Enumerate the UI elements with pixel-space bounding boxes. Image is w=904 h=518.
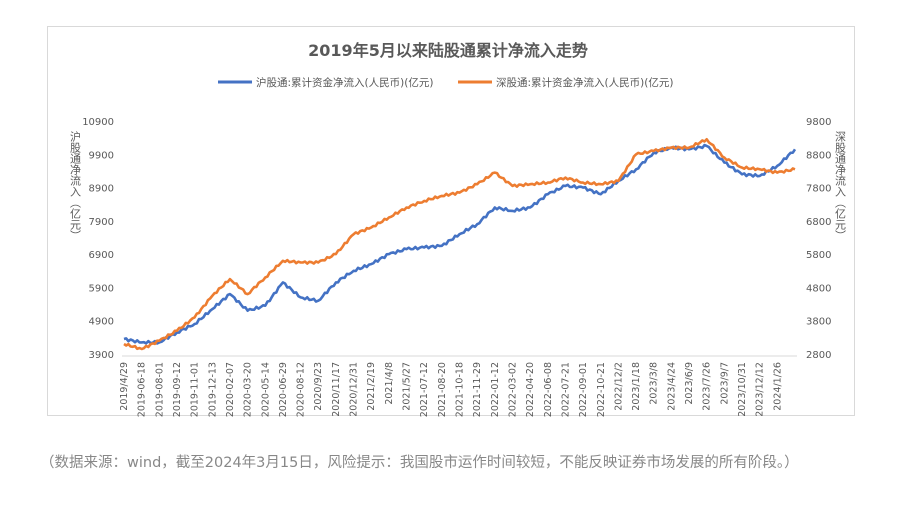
right-tick-label: 2800 [806, 350, 831, 361]
x-tick-label: 2020-02-07 [225, 362, 236, 417]
left-tick-label: 6900 [89, 250, 114, 261]
right-tick-label: 8800 [806, 150, 831, 161]
x-tick-label: 2022-10-21 [596, 362, 607, 417]
x-tick-label: 2021/5/27 [402, 362, 413, 411]
x-tick-label: 2020-05-14 [260, 362, 271, 417]
x-tick-label: 2023/6/9 [684, 362, 695, 405]
x-tick-label: 2023/9/7 [719, 362, 730, 405]
x-tick-label: 2021/4/8 [384, 362, 395, 405]
x-tick-label: 2023/1/18 [631, 362, 642, 411]
x-tick-label: 2019-12-13 [207, 362, 218, 417]
series-sz [123, 138, 796, 351]
x-tick-label: 2022-09-01 [578, 362, 589, 417]
series-line-sz [123, 138, 796, 351]
x-tick-label: 2020/12/31 [349, 362, 360, 417]
footnote: （数据来源：wind，截至2024年3月15日，风险提示：我国股市运作时间较短，… [40, 455, 799, 471]
x-tick-label: 2019/4/29 [119, 362, 130, 411]
x-tick-label: 2020-03-20 [243, 362, 254, 417]
chart-title: 2019年5月以来陆股通累计净流入走势 [308, 41, 588, 60]
x-tick-label: 2021-10-18 [455, 362, 466, 417]
left-tick-label: 9900 [89, 150, 114, 161]
x-tick-label: 2021-07-12 [419, 362, 430, 417]
x-tick-label: 2022-03-02 [507, 362, 518, 417]
legend-label-sz: 深股通:累计资金净流入(人民币)(亿元) [496, 76, 673, 89]
series-sh [123, 143, 797, 345]
x-tick-label: 2021-08-20 [437, 362, 448, 417]
x-tick-label: 2022-06-08 [543, 362, 554, 417]
x-axis-ticks: 2019/4/29 2019-06-18 2019-08-01 2019-09-12 2… [119, 362, 783, 417]
right-axis-ticks: 2800 3800 4800 5800 6800 7800 8800 9800 [806, 117, 831, 361]
x-tick-label: 2024/1/26 [772, 362, 783, 411]
left-axis-ticks: 3900 4900 5900 6900 7900 8900 9900 10900 [82, 117, 114, 361]
x-tick-label: 2021-11-29 [472, 362, 483, 417]
right-tick-label: 3800 [806, 317, 831, 328]
x-tick-label: 2021/2/19 [366, 362, 377, 411]
x-tick-label: 2020-06-29 [278, 362, 289, 417]
chart: 2019年5月以来陆股通累计净流入走势 沪股通:累计资金净流入(人民币)(亿元)… [69, 41, 847, 417]
series-layer [123, 138, 797, 351]
x-tick-label: 2019-11-01 [190, 362, 201, 417]
x-tick-label: 2022-07-21 [560, 362, 571, 417]
x-tick-label: 2020/11/17 [331, 362, 342, 417]
right-tick-label: 6800 [806, 217, 831, 228]
left-tick-label: 3900 [89, 350, 114, 361]
x-tick-label: 2023/4/24 [666, 362, 677, 411]
left-tick-label: 10900 [82, 117, 114, 128]
x-tick-label: 2023/3/8 [649, 362, 660, 405]
right-tick-label: 9800 [806, 117, 831, 128]
left-tick-label: 8900 [89, 184, 114, 195]
series-line-sh [123, 143, 797, 345]
x-tick-label: 2020-08-12 [296, 362, 307, 417]
x-tick-label: 2022-04-20 [525, 362, 536, 417]
x-tick-label: 2019-09-12 [172, 362, 183, 417]
left-tick-label: 5900 [89, 283, 114, 294]
right-tick-label: 7800 [806, 184, 831, 195]
chart-frame [47, 26, 855, 416]
left-axis-label: 沪股通净流入（亿元） [69, 130, 82, 241]
left-tick-label: 7900 [89, 217, 114, 228]
x-tick-label: 2019-06-18 [137, 362, 148, 417]
x-tick-label: 2020/9/23 [313, 362, 324, 411]
x-tick-label: 2023/7/26 [702, 362, 713, 411]
right-tick-label: 4800 [806, 283, 831, 294]
right-axis-label: 深股通净流入（亿元） [834, 131, 847, 241]
legend-label-sh: 沪股通:累计资金净流入(人民币)(亿元) [256, 76, 433, 89]
right-tick-label: 5800 [806, 250, 831, 261]
x-tick-label: 2023/12/12 [755, 362, 766, 417]
legend: 沪股通:累计资金净流入(人民币)(亿元) 深股通:累计资金净流入(人民币)(亿元… [218, 76, 673, 89]
x-tick-label: 2022/12/2 [613, 362, 624, 411]
x-tick-label: 2019-08-01 [154, 362, 165, 417]
x-tick-label: 2022-01-12 [490, 362, 501, 417]
x-tick-label: 2023/10/31 [737, 362, 748, 417]
left-tick-label: 4900 [89, 317, 114, 328]
